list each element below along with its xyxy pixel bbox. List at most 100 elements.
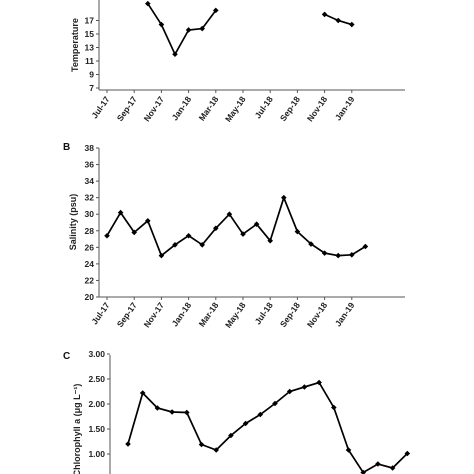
salinity-x-tick-label: Nov-17 [142,300,167,329]
salinity-y-tick-label: 24 [85,259,95,269]
salinity-data-point [158,252,165,259]
temperature-x-tick-label: Jul-18 [253,94,275,120]
temperature-x-ticks: Jul-17 Sep-17 Nov-17 Jan-18 Mar-18 May-18 Jul-… [89,90,357,124]
salinity-data-point [281,194,287,201]
salinity-data-point [240,231,246,237]
temperature-x-tick-label: Nov-17 [142,94,167,123]
salinity-data-point [267,237,273,244]
chlorophyll-data-point [198,441,205,448]
chlorophyll-data-point [286,388,293,395]
chlorophyll-data-point [272,400,278,407]
salinity-y-tick-label: 34 [85,176,95,186]
salinity-y-tick-label: 28 [85,226,95,236]
salinity-data-point [117,209,124,216]
temperature-y-tick-label: 15 [85,29,95,39]
salinity-x-tick-label: Mar-18 [197,300,221,328]
temperature-data-point [321,11,328,18]
temperature-data-point [185,27,192,33]
temperature-x-tick-label: Nov-18 [305,94,330,123]
salinity-series [104,194,369,259]
salinity-x-tick-label: Jan-19 [333,300,357,328]
temperature-data-point [199,25,205,32]
temperature-data-point [145,0,151,7]
chlorophyll-data-point [242,420,249,427]
chlorophyll-data-point [139,390,146,396]
salinity-data-point [308,241,314,247]
salinity-data-point [335,252,341,259]
salinity-x-tick-label: Sep-17 [115,300,139,329]
salinity-x-tick-label: Sep-18 [278,300,302,329]
temperature-y-tick-label: 7 [89,83,94,93]
temperature-data-point [172,51,178,58]
chlorophyll-data-point [360,469,366,474]
panel-b-label: B [63,142,70,153]
chlorophyll-series-line [127,381,408,474]
temperature-x-tick-label: Mar-18 [197,94,221,122]
chlorophyll-data-point [257,411,264,418]
chlorophyll-data-point [169,409,175,415]
salinity-data-point [253,221,260,227]
salinity-y-tick-label: 36 [85,160,95,170]
temperature-data-point [335,17,341,24]
temperature-x-tick-label: May-18 [223,94,248,124]
salinity-y-ticks: 20 22 24 26 28 30 32 34 36 38 [85,143,99,302]
chlorophyll-data-point [184,409,190,416]
salinity-data-point [172,242,178,248]
chlorophyll-data-point [345,447,352,453]
salinity-y-tick-label: 20 [85,292,95,302]
chlorophyll-series [125,379,411,474]
temperature-axis-label: Temperature [70,18,80,72]
salinity-data-point [294,228,301,235]
chlorophyll-data-point [125,441,131,447]
temperature-x-tick-label: Jul-17 [89,94,111,120]
salinity-y-tick-label: 38 [85,143,95,153]
salinity-data-point [226,211,233,218]
salinity-data-point [185,232,192,239]
temperature-x-tick-label: Sep-18 [278,94,302,123]
salinity-data-point [321,250,328,256]
salinity-data-point [104,232,110,239]
salinity-x-tick-label: Jul-17 [89,300,111,326]
salinity-y-tick-label: 22 [85,275,95,285]
temperature-data-point [349,21,355,28]
chlorophyll-data-point [154,405,161,411]
salinity-x-tick-label: Jan-18 [170,300,194,328]
salinity-data-point [362,243,369,250]
temperature-y-tick-label: 11 [85,56,94,66]
chlorophyll-data-point [213,447,219,453]
temperature-data-point [213,7,219,14]
temperature-data-point [158,21,165,28]
chlorophyll-data-point [404,450,411,457]
temperature-y-ticks: 7 9 11 13 15 17 [85,16,99,93]
temperature-y-tick-label: 17 [85,16,95,26]
temperature-x-tick-label: Jan-18 [170,94,194,122]
salinity-y-tick-label: 26 [85,242,95,252]
salinity-x-ticks: Jul-17 Sep-17 Nov-17 Jan-18 Mar-18 May-18 Jul-… [89,297,357,330]
chlorophyll-data-point [228,432,234,439]
chlorophyll-data-point [301,384,308,390]
chlorophyll-data-point [375,461,381,467]
chlorophyll-data-point [331,404,337,411]
chlorophyll-axis-label: Chlorophyll a (μg L⁻¹) [72,384,82,474]
chlorophyll-data-point [316,379,322,386]
salinity-y-tick-label: 30 [85,209,95,219]
salinity-x-tick-label: Nov-18 [305,300,330,329]
panel-c-label: C [63,351,70,362]
chlorophyll-y-tick-label: 3.00 [88,349,105,359]
salinity-data-point [213,225,219,232]
salinity-x-tick-label: Jul-18 [253,300,275,326]
salinity-series-line [106,195,366,257]
salinity-data-point [199,242,205,248]
salinity-data-point [145,218,151,224]
salinity-x-tick-label: May-18 [223,300,248,330]
temperature-x-tick-label: Sep-17 [115,94,139,123]
chlorophyll-data-point [389,465,396,471]
salinity-data-point [131,229,137,236]
temperature-y-tick-label: 9 [89,70,94,80]
chlorophyll-panel: C Chlorophyll a (μg L⁻¹) 1.00 1.50 2.00 2.5… [63,349,411,474]
chlorophyll-y-tick-label: 2.00 [88,399,105,409]
salinity-panel: B Salinity (psu) 20 22 24 26 28 30 32 34 36 38 Ju… [63,142,405,330]
salinity-data-point [349,251,355,258]
